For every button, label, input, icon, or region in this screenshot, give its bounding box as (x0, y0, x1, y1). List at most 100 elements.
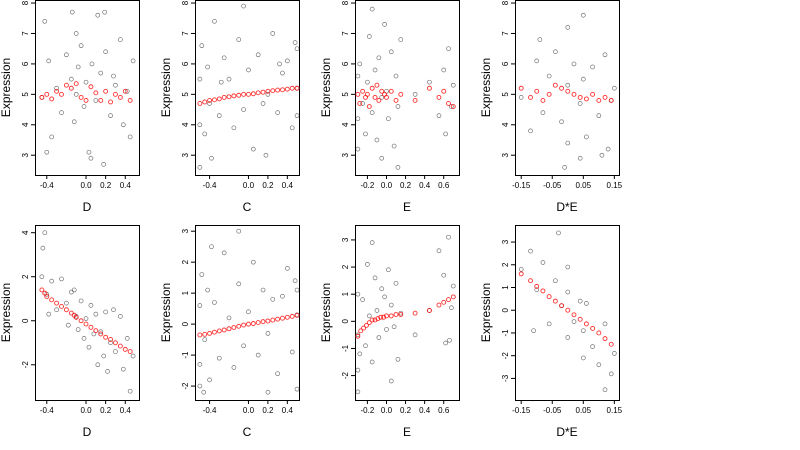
observed-point (236, 281, 242, 287)
observed-point (260, 287, 266, 293)
fitted-point (265, 88, 271, 94)
fitted-point (366, 320, 372, 326)
observed-point (86, 149, 92, 155)
x-tick-label: 0.0 (80, 181, 92, 190)
observed-point (355, 389, 361, 395)
observed-point (255, 52, 261, 58)
x-tick-label: 0.15 (607, 406, 623, 415)
fitted-point (369, 85, 375, 91)
y-tick-label: -1 (181, 351, 190, 359)
observed-point (366, 34, 372, 39)
y-tick-label: 5 (181, 92, 190, 97)
observed-point (78, 43, 84, 49)
observed-point (68, 76, 74, 82)
observed-point (608, 371, 614, 377)
observed-point (577, 298, 583, 304)
fitted-point (364, 91, 370, 97)
fitted-point (372, 94, 378, 100)
fitted-point (211, 329, 217, 335)
observed-point (436, 113, 442, 119)
observed-point (95, 362, 101, 368)
fitted-point (117, 94, 123, 100)
observed-point (202, 131, 208, 137)
fitted-point (534, 88, 540, 94)
observed-point (540, 260, 546, 265)
observed-point (602, 52, 608, 58)
observed-point (562, 165, 568, 170)
fitted-point (197, 332, 203, 338)
observed-point (565, 335, 571, 340)
observed-point (71, 287, 77, 293)
panel-8: -0.15 -0.05 0.05 0.15 -3 -2 -1 0 1 2 3 D*E Expressio… (479, 225, 623, 439)
x-tick-label: 0.4 (282, 181, 294, 190)
observed-point (284, 266, 290, 271)
observed-point (42, 18, 48, 24)
fitted-point (398, 91, 404, 97)
fitted-point (590, 325, 596, 331)
fitted-point (565, 307, 571, 313)
y-tick-label: -3 (501, 374, 510, 382)
fitted-point (596, 97, 602, 103)
y-tick-label: 7 (21, 31, 30, 36)
observed-point (395, 356, 401, 362)
y-axis-title: Expression (159, 283, 173, 342)
observed-point (355, 116, 361, 122)
x-axis-title: D (83, 200, 92, 214)
observed-point (209, 244, 214, 250)
fitted-point (202, 331, 208, 337)
observed-point (212, 18, 217, 24)
observed-point (374, 137, 380, 143)
fitted-point (226, 326, 232, 332)
observed-point (197, 362, 203, 367)
panel-1: -0.4 0.0 0.2 0.4 3 4 5 6 7 8 D Expression (0, 0, 140, 214)
y-tick-label: 3 (501, 239, 510, 244)
observed-point (113, 349, 118, 354)
observed-point (216, 113, 222, 119)
fitted-point (73, 81, 79, 87)
observed-point (93, 311, 99, 317)
observed-point (205, 64, 210, 70)
fitted-point (518, 271, 524, 277)
observed-point (120, 366, 126, 372)
fitted-point (441, 299, 447, 305)
fitted-point (49, 297, 55, 303)
observed-point (388, 378, 394, 384)
observed-point (537, 37, 543, 42)
fitted-point (78, 318, 84, 324)
observed-point (49, 278, 55, 284)
x-tick-label: 0.4 (419, 406, 431, 415)
panel-5: -0.4 0.0 0.2 0.4 -2 0 2 4 D Expression (0, 225, 140, 439)
y-axis-title: Expression (0, 58, 13, 117)
observed-point (449, 305, 454, 311)
observed-point (101, 161, 107, 167)
fitted-point (284, 86, 290, 92)
observed-point (46, 311, 52, 317)
observed-point (528, 128, 533, 134)
fitted-point (374, 82, 380, 88)
y-tick-label: 2 (181, 259, 190, 264)
x-tick-label: 0.2 (262, 181, 274, 190)
observed-point (447, 337, 452, 343)
fitted-point (294, 312, 300, 318)
fitted-point (546, 91, 552, 97)
y-tick-label: 4 (501, 122, 510, 127)
fitted-point (289, 313, 295, 319)
y-tick-label: 3 (181, 152, 190, 157)
y-tick-label: 8 (501, 0, 510, 5)
y-tick-label: 0 (181, 321, 190, 326)
observed-point (218, 79, 224, 85)
x-tick-label: 0.4 (120, 406, 132, 415)
observed-point (236, 37, 242, 42)
fitted-point (122, 88, 128, 94)
observed-point (398, 37, 404, 42)
fitted-point (369, 317, 375, 323)
observed-point (546, 321, 552, 327)
observed-point (207, 101, 212, 106)
observed-point (379, 286, 385, 292)
observed-point (565, 25, 571, 30)
x-axis-title: D*E (556, 425, 577, 439)
fitted-point (78, 94, 84, 100)
x-tick-label: -0.15 (512, 406, 531, 415)
x-tick-label: 0.4 (419, 181, 431, 190)
observed-point (611, 351, 617, 356)
